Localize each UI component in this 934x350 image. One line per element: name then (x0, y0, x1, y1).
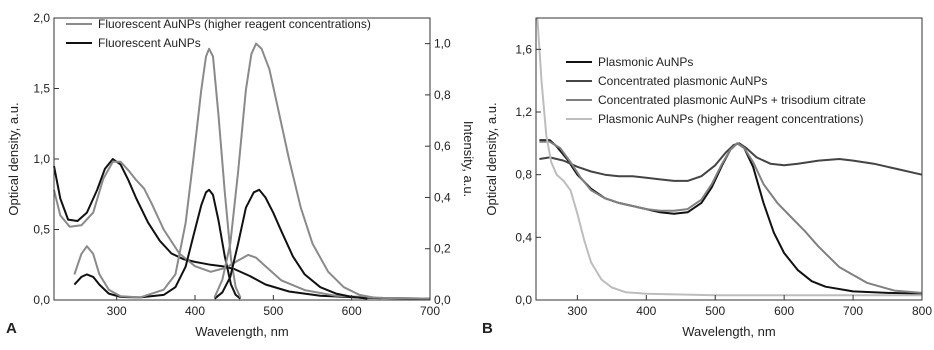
plot-frame (535, 17, 923, 301)
y-tick-label: 1,6 (515, 42, 532, 56)
legend-label: Fluorescent AuNPs (higher reagent concen… (98, 17, 371, 31)
y-axis-label: Optical density, a.u. (6, 102, 21, 215)
y-axis-label: Optical density, a.u. (484, 102, 499, 215)
x-tick-label: 600 (342, 304, 362, 318)
legend-label: Concentrated plasmonic AuNPs (598, 74, 767, 88)
legend-label: Fluorescent AuNPs (98, 36, 201, 50)
y-tick-label: 0,8 (515, 168, 532, 182)
chart-panel-b: 300 400 500 600 700 800 0,0 0,4 0,8 1,2 1,6 Wavelen… (484, 17, 932, 339)
x-tick-label: 400 (185, 304, 205, 318)
y-tick-label: 2,0 (33, 11, 50, 25)
series-line-2 (539, 142, 923, 182)
x-tick-label: 300 (567, 304, 587, 318)
x-tick-label: 700 (420, 304, 440, 318)
x-tick-label: 600 (774, 304, 794, 318)
series-line-3 (539, 140, 923, 294)
x-axis-label: Wavelength, nm (682, 324, 775, 339)
legend-label: Plasmonic AuNPs (598, 55, 693, 69)
y-tick-label: 1,5 (33, 82, 50, 96)
y2-tick-label: 1,0 (434, 37, 451, 51)
y2-tick-label: 0,2 (434, 242, 451, 256)
y2-axis-label: Intensity, a.u. (461, 121, 476, 197)
series-line-5 (213, 188, 368, 300)
y2-tick-label: 0,6 (434, 139, 451, 153)
series-line-4 (73, 47, 242, 299)
x-tick-label: 800 (912, 304, 932, 318)
chart-panel-a: 300 400 500 600 7000,00,51,01,52,00,00,20,40… (6, 11, 476, 339)
x-tick-label: 300 (107, 304, 127, 318)
y-tick-label: 0,5 (33, 223, 50, 237)
legend-label: Plasmonic AuNPs (higher reagent concentr… (598, 112, 863, 126)
series-line-3 (73, 188, 242, 300)
series-line-2 (53, 160, 431, 300)
series-line-4 (536, 17, 922, 297)
panel-label-a: A (6, 320, 17, 337)
y2-tick-label: 0,0 (434, 293, 451, 307)
y-tick-label: 0,4 (515, 230, 532, 244)
x-tick-label: 500 (263, 304, 283, 318)
legend-label: Concentrated plasmonic AuNPs + trisodium… (598, 93, 866, 107)
x-tick-label: 500 (705, 304, 725, 318)
y-tick-label: 1,0 (33, 152, 50, 166)
y-tick-label: 0,0 (515, 293, 532, 307)
y2-tick-label: 0,4 (434, 190, 451, 204)
series-line-6 (213, 42, 376, 299)
y2-tick-label: 0,8 (434, 88, 451, 102)
y-tick-label: 0,0 (33, 293, 50, 307)
x-tick-label: 700 (843, 304, 863, 318)
series-line-1 (53, 158, 431, 300)
panel-label-b: B (482, 320, 493, 337)
x-tick-label: 400 (636, 304, 656, 318)
x-axis-label: Wavelength, nm (195, 324, 288, 339)
y-tick-label: 1,2 (515, 105, 532, 119)
